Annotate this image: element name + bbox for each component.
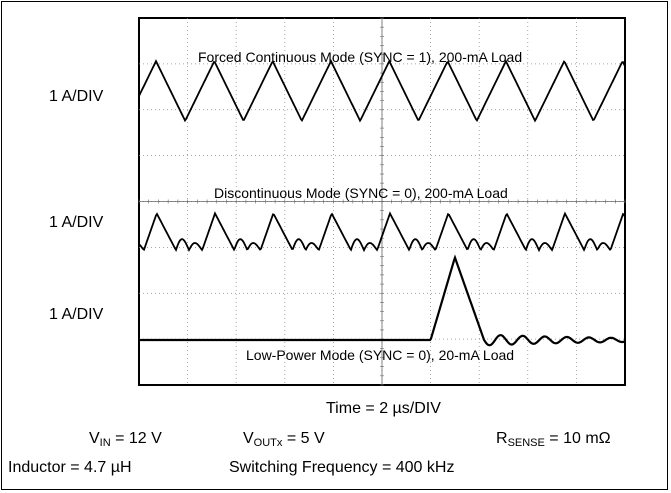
vin-condition: VIN = 12 V <box>89 430 162 449</box>
vin-subscript: IN <box>99 437 111 449</box>
rsense-subscript: SENSE <box>507 437 545 449</box>
vout-condition: VOUTx = 5 V <box>243 430 325 449</box>
vout-value: = 5 V <box>282 430 325 447</box>
inductor-condition: Inductor = 4.7 µH <box>8 459 132 476</box>
vin-value: = 12 V <box>110 430 162 447</box>
trace1-title: Forced Continuous Mode (SYNC = 1), 200-m… <box>198 49 523 65</box>
scope-traces <box>138 59 626 347</box>
trace-low-power <box>139 254 626 347</box>
scope-grid <box>138 17 626 386</box>
trace3-scale-label: 1 A/DIV <box>49 306 104 323</box>
time-scale-label: Time = 2 µs/DIV <box>326 400 441 417</box>
trace2-title: Discontinuous Mode (SYNC = 0), 200-mA Lo… <box>214 185 508 201</box>
vout-symbol: V <box>243 430 254 447</box>
rsense-symbol: R <box>496 430 508 447</box>
frequency-condition: Switching Frequency = 400 kHz <box>229 459 455 476</box>
trace1-scale-label: 1 A/DIV <box>49 88 104 105</box>
vin-symbol: V <box>89 430 100 447</box>
trace-forced-continuous <box>138 59 626 123</box>
trace-discontinuous <box>138 211 626 253</box>
vout-subscript: OUTx <box>253 437 283 449</box>
trace3-title: Low-Power Mode (SYNC = 0), 20-mA Load <box>246 347 515 363</box>
trace2-scale-label: 1 A/DIV <box>49 214 104 231</box>
rsense-value: = 10 mΩ <box>544 430 611 447</box>
rsense-condition: RSENSE = 10 mΩ <box>496 430 611 449</box>
